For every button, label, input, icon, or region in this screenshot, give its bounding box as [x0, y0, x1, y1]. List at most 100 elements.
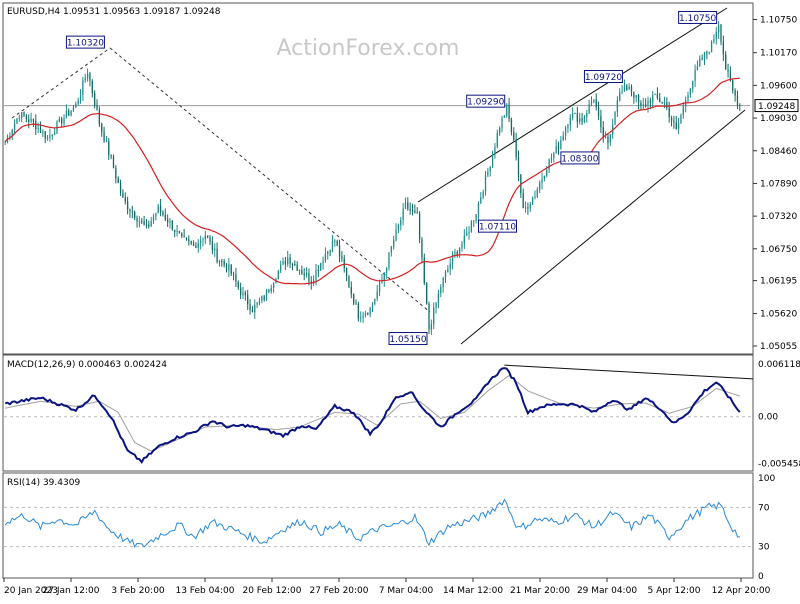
candle [659, 92, 661, 103]
candle [65, 104, 68, 119]
candle-body [101, 124, 103, 132]
candle [183, 229, 185, 238]
rsi-panel-title: RSI(14) 39.4309 [7, 478, 80, 488]
candle [531, 196, 534, 206]
candle [336, 239, 338, 247]
candle [515, 132, 517, 161]
time-axis-label: 20 Feb 12:00 [242, 586, 301, 596]
candle-body [623, 85, 626, 92]
candle-body [355, 303, 357, 305]
candle-body [18, 117, 20, 119]
candle-body [663, 102, 666, 104]
candle [131, 205, 133, 219]
candle-body [277, 270, 279, 279]
candle [583, 115, 586, 124]
candle-body [602, 127, 604, 138]
candle [499, 126, 501, 136]
candle-body [235, 274, 237, 282]
candle [616, 96, 619, 118]
price-axis-label: 1.06750 [760, 245, 797, 255]
candle-body [729, 71, 732, 81]
candle-body [722, 41, 724, 55]
candle [557, 141, 560, 155]
candle [449, 258, 451, 276]
candle-body [600, 116, 602, 128]
candle [162, 210, 164, 217]
candle-body [317, 270, 319, 272]
candle [654, 93, 656, 96]
candle [49, 128, 51, 142]
candle [357, 301, 360, 322]
candle [209, 235, 211, 245]
candle-body [164, 214, 166, 220]
macd-panel-frame [2, 354, 754, 472]
candle [522, 188, 524, 209]
candle-body [53, 133, 56, 136]
candle-body [228, 264, 230, 271]
candle-body [150, 221, 152, 227]
candle [371, 301, 374, 313]
candle [317, 265, 319, 278]
candle [703, 51, 706, 66]
candle [327, 250, 329, 260]
current-price-tag [754, 99, 799, 113]
candle-body [515, 139, 517, 158]
candle [508, 97, 510, 122]
candle-body [404, 202, 407, 209]
candle [263, 294, 265, 302]
watermark: ActionForex.com [277, 36, 460, 61]
candle-body [225, 264, 228, 271]
candle-body [362, 315, 364, 318]
candle-body [364, 313, 367, 316]
candle-body [732, 80, 734, 91]
candle-body [190, 241, 192, 244]
macd-signal-line [5, 374, 740, 452]
candle [736, 90, 739, 110]
time-axis-label: 12 Apr 20:00 [712, 586, 771, 596]
candle [289, 254, 291, 269]
candle-body [576, 113, 579, 122]
price-label-text: 1.08300 [561, 154, 598, 164]
time-axis-label: 29 Mar 04:00 [577, 586, 637, 596]
candle [416, 207, 418, 214]
candle [301, 265, 303, 275]
candle [141, 218, 143, 224]
candle-body [369, 308, 371, 315]
candle [473, 220, 475, 227]
rsi-panel [4, 498, 753, 549]
candle-body [105, 141, 108, 143]
candle [451, 251, 454, 270]
candle [600, 109, 602, 134]
candle [39, 121, 42, 133]
price-axis-label: 1.07890 [760, 179, 797, 189]
candle-body [211, 241, 214, 251]
candle-body [541, 178, 543, 183]
candle [28, 114, 30, 129]
candle-body [148, 224, 150, 227]
candle [404, 197, 407, 210]
candle-body [604, 136, 607, 138]
candle [18, 114, 20, 122]
candle-body [195, 245, 197, 249]
candle-body [94, 93, 96, 106]
candle [280, 260, 282, 274]
candle-body [287, 257, 289, 265]
candle [699, 55, 701, 67]
candle [602, 121, 604, 143]
candle-body [400, 219, 402, 225]
candle-body [143, 221, 145, 225]
candle [666, 97, 668, 111]
candle [21, 111, 23, 123]
candle-body [44, 131, 46, 139]
candle [63, 114, 65, 127]
candle [635, 94, 637, 103]
candle [305, 267, 308, 278]
candle [230, 264, 232, 277]
candle [216, 242, 218, 264]
candle-body [418, 213, 421, 240]
candle [734, 88, 736, 102]
candle [727, 63, 729, 78]
candle [414, 204, 416, 214]
candle [407, 197, 409, 211]
